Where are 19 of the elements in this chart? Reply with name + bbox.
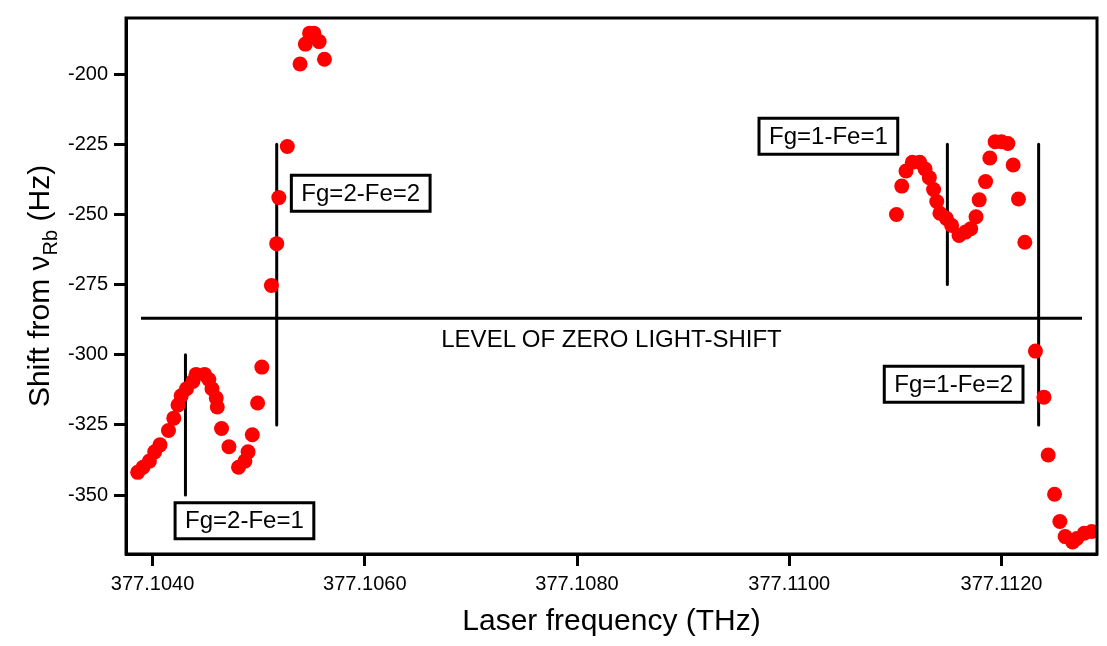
y-tick-label: -325 — [68, 412, 109, 435]
x-tick-label: 377.1080 — [535, 571, 619, 594]
x-tick-label: 377.1120 — [960, 571, 1043, 594]
y-tick-label: -200 — [68, 61, 109, 84]
annotation: Fg=1-Fe=2 — [894, 369, 1013, 397]
annotation: Fg=1-Fe=1 — [769, 121, 888, 149]
y-tick-label: -300 — [68, 342, 109, 365]
y-tick-label: -250 — [68, 201, 109, 224]
x-axis-title: Laser frequency (THz) — [462, 603, 761, 637]
annotation: Fg=2-Fe=1 — [185, 506, 304, 534]
y-axis-title: Shift from νRb (Hz) — [22, 164, 61, 408]
x-tick-label: 377.1060 — [323, 571, 407, 594]
y-tick-label: -350 — [68, 482, 109, 505]
ref-line-label: LEVEL OF ZERO LIGHT-SHIFT — [441, 324, 783, 352]
y-tick-label: -275 — [68, 272, 109, 295]
annotation: Fg=2-Fe=2 — [301, 178, 421, 206]
x-tick-label: 377.1040 — [110, 571, 195, 594]
y-tick-label: -225 — [68, 131, 109, 154]
x-tick-label: 377.1100 — [748, 571, 831, 594]
